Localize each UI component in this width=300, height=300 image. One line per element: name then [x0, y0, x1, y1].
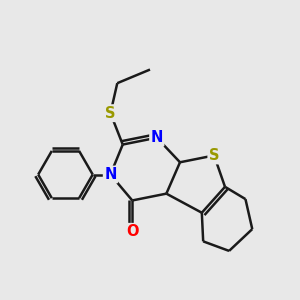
- Text: N: N: [151, 130, 163, 145]
- Text: N: N: [104, 167, 117, 182]
- Text: S: S: [209, 148, 219, 163]
- Text: O: O: [126, 224, 139, 239]
- Text: S: S: [105, 106, 116, 121]
